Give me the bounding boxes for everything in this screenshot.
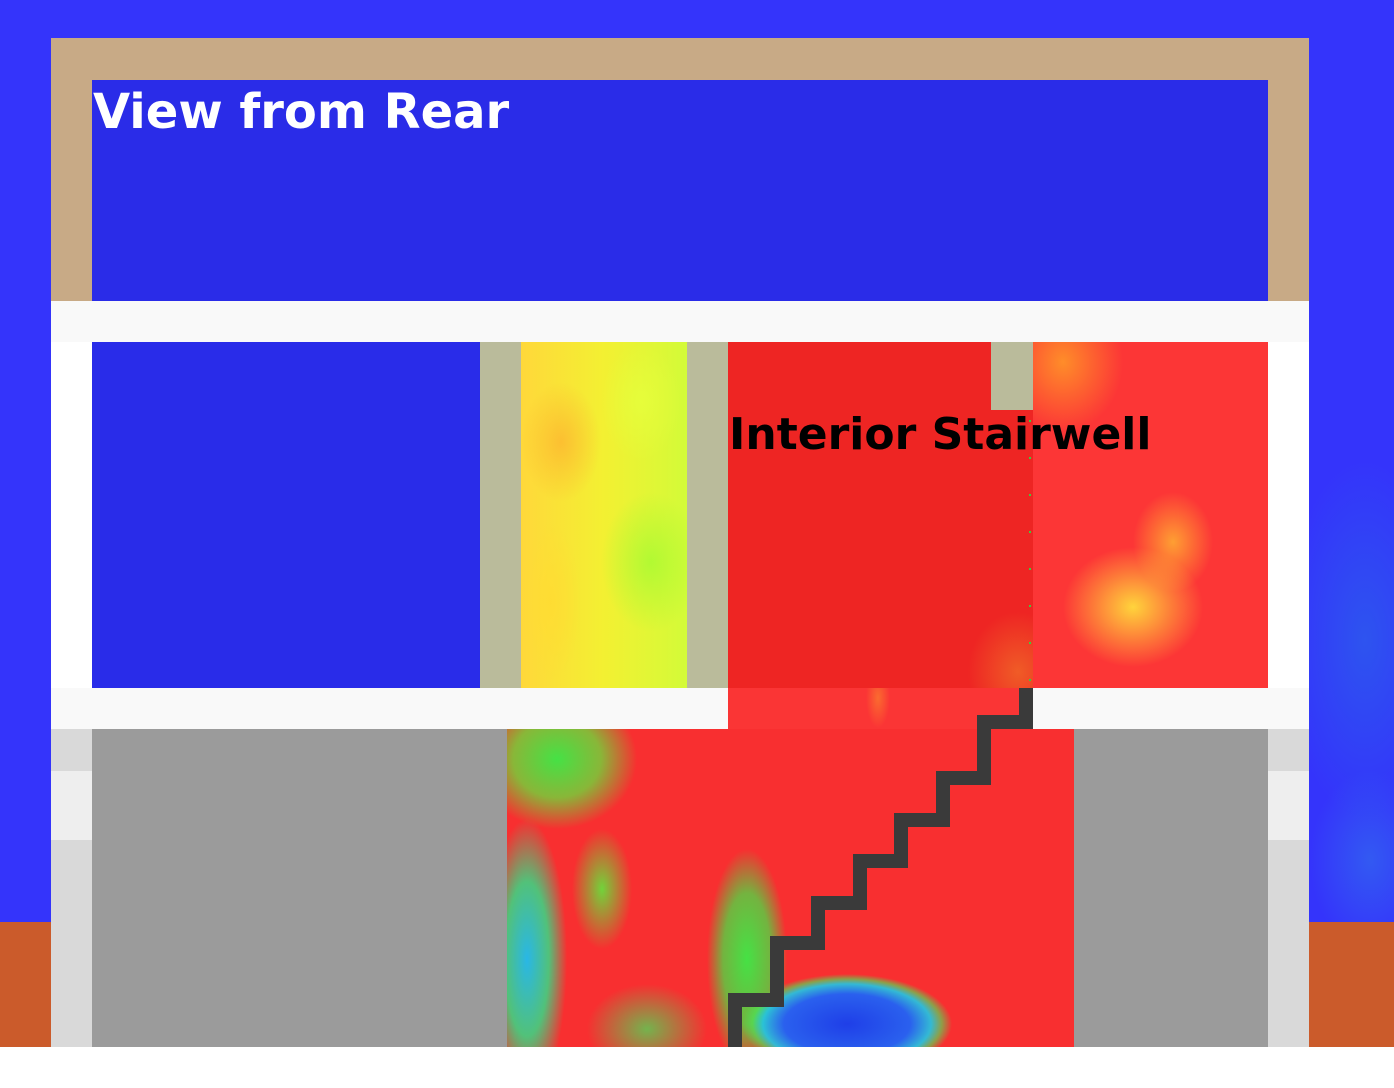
stairwell-label: Interior Stairwell [729, 409, 1152, 460]
mid-floor-slab-right [1033, 688, 1309, 729]
ground-right [1309, 922, 1394, 1047]
partition-wall-1 [480, 342, 521, 688]
stairwell-floor-opening [728, 688, 1033, 729]
attic-space [92, 80, 1268, 301]
lower-stairwell-room [507, 729, 1074, 1047]
upper-right-room [1033, 342, 1268, 688]
exterior-wall-right-upper [1268, 342, 1309, 688]
stairwell-upper [728, 342, 1033, 688]
upper-left-room [92, 342, 480, 688]
view-title: View from Rear [93, 84, 510, 140]
exterior-wall-left-upper [51, 342, 92, 688]
partition-wall-stub [991, 342, 1033, 410]
partition-wall-2 [687, 342, 728, 688]
upper-middle-room [521, 342, 687, 688]
bottom-margin [0, 1047, 1394, 1088]
ground-left [0, 922, 51, 1047]
upper-floor-ceiling-slab [51, 301, 1309, 342]
lower-left-room [92, 729, 507, 1047]
lower-right-room [1074, 729, 1268, 1047]
exterior-wall-right-band [1268, 771, 1309, 840]
exterior-wall-left-band [51, 771, 92, 840]
mid-floor-slab-left [51, 688, 728, 729]
